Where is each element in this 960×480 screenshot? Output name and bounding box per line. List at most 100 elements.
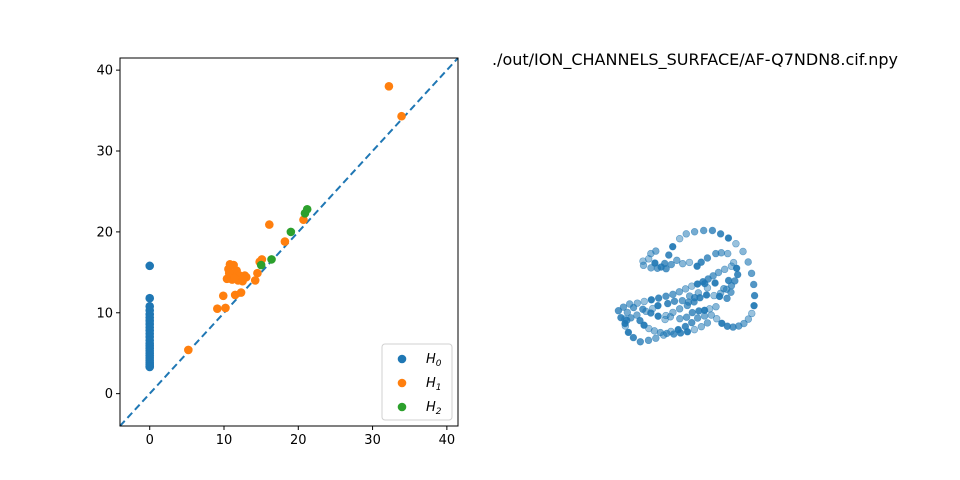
cloud-point xyxy=(675,288,683,296)
cloud-point xyxy=(711,279,719,287)
legend-marker xyxy=(397,378,407,388)
cloud-point xyxy=(651,259,659,267)
cloud-point xyxy=(670,297,679,305)
cloud-point xyxy=(683,328,692,336)
cloud-point xyxy=(724,249,732,258)
cloud-point xyxy=(690,294,699,302)
cloud-point xyxy=(688,318,696,327)
y-axis-ticks: 0 10 20 30 40 xyxy=(96,64,120,402)
cloud-point xyxy=(669,290,677,299)
point-h1 xyxy=(299,215,308,225)
cloud-point xyxy=(748,309,756,318)
cloud-point xyxy=(642,307,650,316)
diagonal-dashed-line xyxy=(119,57,459,427)
cloud-point xyxy=(720,265,729,274)
cloud-point xyxy=(663,329,671,338)
point-h2 xyxy=(286,227,296,237)
cloud-point xyxy=(624,328,633,337)
cloud-point xyxy=(708,226,717,235)
cloud-point xyxy=(703,319,712,327)
cloud-point xyxy=(678,296,687,305)
cloud-point xyxy=(684,298,693,306)
point-h2 xyxy=(256,260,266,270)
point-h1 xyxy=(239,274,248,284)
cloud-point xyxy=(729,258,738,267)
point-h0 xyxy=(145,362,155,372)
cloud-point xyxy=(665,251,673,259)
cloud-point xyxy=(667,260,675,269)
cloud-point xyxy=(701,279,709,288)
cloud-point xyxy=(690,325,699,334)
cloud-point xyxy=(623,308,632,317)
y-tick-label: 0 xyxy=(105,387,113,402)
cloud-point xyxy=(712,303,720,311)
legend-marker xyxy=(397,402,407,412)
cloud-point xyxy=(750,291,759,300)
point-h1 xyxy=(221,303,230,313)
cloud-point xyxy=(693,314,702,322)
cloud-point xyxy=(676,315,684,323)
legend-subscript: 2 xyxy=(436,407,442,417)
cloud-point xyxy=(732,240,740,248)
legend-marker xyxy=(397,354,407,364)
x-tick-label: 10 xyxy=(216,433,233,448)
cloud-point xyxy=(688,308,696,317)
point-h1 xyxy=(250,276,260,285)
cloud-point xyxy=(690,228,699,236)
cloud-point xyxy=(656,328,665,337)
point-cloud-points xyxy=(614,226,759,346)
cloud-point xyxy=(712,315,721,323)
x-tick-label: 0 xyxy=(146,433,154,448)
point-h1 xyxy=(253,268,262,278)
cloud-point xyxy=(629,333,638,342)
cloud-point xyxy=(644,336,653,345)
y-tick-label: 20 xyxy=(96,225,113,240)
cloud-point xyxy=(636,316,644,325)
cloud-point xyxy=(733,270,742,279)
cloud-point xyxy=(718,319,726,328)
cloud-point xyxy=(707,311,716,319)
point-h1 xyxy=(280,237,290,246)
x-tick-label: 40 xyxy=(439,433,456,448)
x-tick-label: 30 xyxy=(364,433,381,448)
point-h1 xyxy=(397,111,406,121)
cloud-point xyxy=(676,329,685,337)
cloud-point xyxy=(716,230,725,238)
point-cloud-plot: ./out/ION_CHANNELS_SURFACE/AF-Q7NDN8.cif… xyxy=(492,50,898,346)
plot-frame xyxy=(119,57,459,427)
cloud-point xyxy=(702,291,711,299)
cloud-point xyxy=(657,263,665,271)
cloud-point xyxy=(703,254,712,262)
y-tick-label: 30 xyxy=(96,145,113,160)
persistence-points xyxy=(145,82,406,372)
cloud-point xyxy=(694,289,703,297)
cloud-point xyxy=(681,285,690,293)
point-h1 xyxy=(265,220,274,229)
cloud-point xyxy=(744,258,752,266)
cloud-point xyxy=(664,299,672,308)
cloud-point xyxy=(712,249,720,258)
cloud-point xyxy=(614,307,623,315)
cloud-point xyxy=(724,234,733,242)
cloud-point xyxy=(647,296,656,304)
diagonal-line xyxy=(119,57,459,427)
y-tick-label: 10 xyxy=(96,306,113,321)
cloud-point xyxy=(678,259,687,268)
cloud-point xyxy=(727,262,736,270)
cloud-point xyxy=(619,303,628,311)
cloud-point xyxy=(699,226,708,235)
point-h1 xyxy=(230,273,239,283)
cloud-point xyxy=(625,300,634,308)
point-h1 xyxy=(236,288,246,297)
point-cloud-title: ./out/ION_CHANNELS_SURFACE/AF-Q7NDN8.cif… xyxy=(492,50,898,70)
cloud-point xyxy=(633,299,641,307)
y-tick-label: 40 xyxy=(96,64,113,79)
point-h2 xyxy=(267,255,276,264)
cloud-point xyxy=(654,312,662,320)
cloud-point xyxy=(669,242,677,251)
cloud-point xyxy=(650,327,659,335)
cloud-point xyxy=(652,247,660,255)
cloud-point xyxy=(673,256,681,265)
legend-box xyxy=(381,343,453,421)
